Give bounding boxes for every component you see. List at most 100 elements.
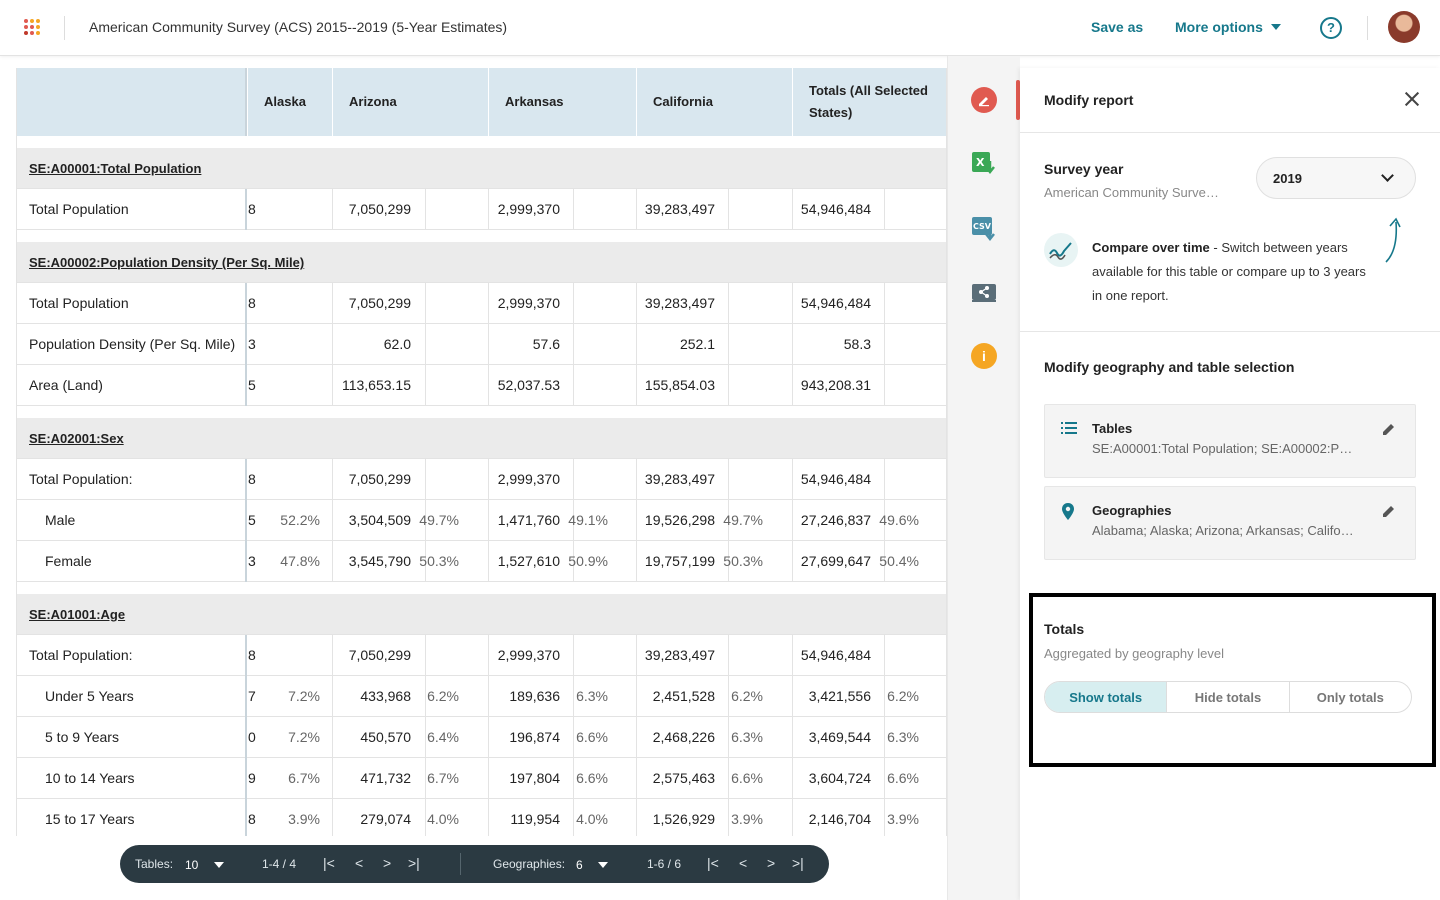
cell-percent: 50.3% — [419, 553, 459, 569]
more-options-label: More options — [1175, 19, 1263, 35]
sticky-column-edge — [245, 324, 247, 365]
cell-value-cut: 0 — [248, 729, 256, 745]
pencil-icon[interactable] — [1381, 421, 1397, 437]
cell-percent: 49.7% — [419, 512, 459, 528]
section-title-link[interactable]: SE:A01001:Age — [29, 607, 126, 622]
geographies-prev-page-icon[interactable]: < — [739, 855, 748, 871]
column-divider — [636, 799, 637, 836]
column-divider — [488, 541, 489, 582]
cell-value: 3,545,790 — [348, 553, 411, 569]
column-divider — [636, 676, 637, 717]
table-row: Total Population 8 7,050,299 2,999,370 39,28… — [17, 189, 946, 230]
column-divider — [332, 717, 333, 758]
section-title-link[interactable]: SE:A02001:Sex — [29, 431, 124, 446]
pencil-icon[interactable] — [1381, 503, 1397, 519]
column-divider — [573, 758, 574, 799]
row-label: Total Population — [29, 201, 129, 217]
compare-over-time-title: Compare over time — [1092, 240, 1210, 255]
column-divider — [792, 189, 793, 230]
table-row: Population Density (Per Sq. Mile) 3 62.0 57… — [17, 324, 946, 365]
column-divider — [792, 541, 793, 582]
tables-dropdown-icon[interactable] — [214, 862, 224, 868]
geographies-selection-card[interactable]: Geographies Alabama; Alaska; Arizona; Ar… — [1044, 486, 1416, 560]
tables-next-page-icon[interactable]: > — [383, 855, 392, 871]
column-divider — [425, 500, 426, 541]
tables-prev-page-icon[interactable]: < — [355, 855, 364, 871]
cell-percent: 3.9% — [288, 811, 320, 827]
table-row: Area (Land) 5 113,653.15 52,037.53 155,854.0… — [17, 365, 946, 406]
sticky-column-edge — [245, 283, 247, 324]
cell-percent: 6.6% — [576, 729, 608, 745]
save-as-button[interactable]: Save as — [1091, 19, 1144, 35]
excel-export-icon[interactable]: X — [970, 149, 998, 177]
column-divider — [728, 324, 729, 365]
survey-year-select[interactable]: 2019 — [1256, 157, 1416, 199]
app-grid-icon[interactable] — [24, 19, 40, 35]
totals-section: Totals Aggregated by geography level Sho… — [1029, 593, 1436, 767]
column-divider — [332, 459, 333, 500]
column-divider — [728, 717, 729, 758]
more-options-button[interactable]: More options — [1175, 19, 1281, 35]
column-header-alaska[interactable]: Alaska — [247, 68, 332, 136]
section-title-link[interactable]: SE:A00001:Total Population — [29, 161, 202, 176]
cell-value: 3,421,556 — [808, 688, 871, 704]
show-totals-button[interactable]: Show totals — [1045, 682, 1167, 712]
column-header-totals[interactable]: Totals (All Selected States) — [792, 68, 946, 136]
cell-value: 943,208.31 — [800, 377, 871, 393]
column-header-arizona[interactable]: Arizona — [332, 68, 488, 136]
geographies-dropdown-icon[interactable] — [598, 862, 608, 868]
sticky-column-edge — [245, 189, 247, 230]
row-label: 15 to 17 Years — [45, 811, 135, 827]
tables-selection-card[interactable]: Tables SE:A00001:Total Population; SE:A0… — [1044, 404, 1416, 478]
geographies-label: Geographies: — [493, 857, 566, 871]
compare-over-time-text: Compare over time - Switch between years… — [1092, 236, 1376, 308]
sticky-column-edge — [245, 500, 247, 541]
section-title-link[interactable]: SE:A00002:Population Density (Per Sq. Mi… — [29, 255, 305, 270]
geographies-first-page-icon[interactable]: |< — [707, 855, 719, 871]
column-divider — [636, 324, 637, 365]
tables-last-page-icon[interactable]: >| — [408, 855, 420, 871]
cell-percent: 6.6% — [887, 770, 919, 786]
totals-title: Totals — [1044, 621, 1085, 637]
cell-value: 7,050,299 — [348, 471, 411, 487]
column-divider — [884, 189, 885, 230]
cell-value-cut: 9 — [248, 770, 256, 786]
cell-percent: 50.9% — [568, 553, 608, 569]
column-divider — [332, 758, 333, 799]
cell-value: 2,575,463 — [652, 770, 715, 786]
info-icon[interactable]: i — [971, 343, 997, 369]
cell-value: 2,999,370 — [497, 295, 560, 311]
share-icon[interactable] — [970, 278, 998, 306]
hide-totals-button[interactable]: Hide totals — [1166, 682, 1288, 712]
close-icon[interactable] — [1402, 89, 1422, 109]
column-divider — [636, 758, 637, 799]
column-divider — [573, 500, 574, 541]
only-totals-button[interactable]: Only totals — [1288, 682, 1411, 712]
help-icon[interactable]: ? — [1320, 17, 1342, 39]
chevron-down-icon — [1381, 169, 1394, 182]
csv-export-icon[interactable]: CSV — [970, 214, 998, 242]
avatar[interactable] — [1388, 11, 1420, 43]
cell-percent: 6.4% — [427, 729, 459, 745]
column-header-california[interactable]: California — [636, 68, 792, 136]
tables-first-page-icon[interactable]: |< — [323, 855, 335, 871]
column-divider — [728, 459, 729, 500]
column-divider — [573, 189, 574, 230]
column-divider — [332, 365, 333, 406]
column-divider — [573, 324, 574, 365]
cell-percent: 6.3% — [731, 729, 763, 745]
row-label: Female — [45, 553, 92, 569]
geographies-per-page-select[interactable]: 6 — [576, 858, 583, 872]
geographies-next-page-icon[interactable]: > — [767, 855, 776, 871]
edit-icon[interactable] — [971, 87, 997, 113]
report-title: American Community Survey (ACS) 2015--20… — [89, 19, 508, 35]
cell-value: 19,526,298 — [644, 512, 715, 528]
cell-value-cut: 7 — [248, 688, 256, 704]
column-header-arkansas[interactable]: Arkansas — [488, 68, 636, 136]
tables-card-summary: SE:A00001:Total Population; SE:A00002:Po… — [1092, 441, 1354, 456]
cell-value-cut: 8 — [248, 295, 256, 311]
geographies-last-page-icon[interactable]: >| — [792, 855, 804, 871]
tables-card-title: Tables — [1092, 421, 1133, 436]
tables-per-page-select[interactable]: 10 — [185, 858, 199, 872]
column-divider — [332, 500, 333, 541]
